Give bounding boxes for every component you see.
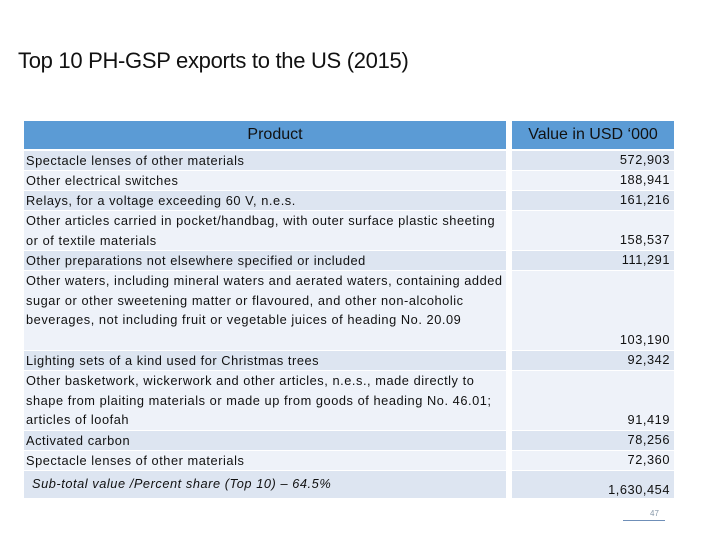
value-cell-10: 72,360 [512,451,674,471]
subtotal-label: Sub-total value /Percent share (Top 10) … [24,471,506,499]
value-cell-8: 91,419 [512,371,674,431]
product-cell-3: Relays, for a voltage exceeding 60 V, n.… [24,191,506,211]
value-text: 188,941 [619,172,670,188]
value-header: Value in USD ‘000 [512,121,674,151]
value-cell-9: 78,256 [512,431,674,451]
value-cell-6: 103,190 [512,271,674,351]
value-text: 103,190 [619,332,670,348]
value-text: 91,419 [627,412,670,428]
product-cell-5: Other preparations not elsewhere specifi… [24,251,506,271]
value-cell-1: 572,903 [512,151,674,171]
value-cell-2: 188,941 [512,171,674,191]
product-cell-2: Other electrical switches [24,171,506,191]
value-cell-5: 111,291 [512,251,674,271]
product-cell-10: Spectacle lenses of other materials [24,451,506,471]
product-cell-8: Other basketwork, wickerwork and other a… [24,371,506,431]
value-cell-7: 92,342 [512,351,674,371]
value-text: 161,216 [619,192,670,208]
value-text: 72,360 [627,452,670,468]
page-number: 47 [650,509,659,518]
value-text: 1,630,454 [608,482,670,497]
product-column: Product Spectacle lenses of other materi… [24,121,506,499]
value-text: 572,903 [619,152,670,168]
page-number-underline [623,520,665,521]
value-text: 158,537 [619,232,670,248]
slide-title: Top 10 PH-GSP exports to the US (2015) [18,48,409,73]
product-cell-7: Lighting sets of a kind used for Christm… [24,351,506,371]
product-header: Product [24,121,506,151]
value-cell-4: 158,537 [512,211,674,251]
product-cell-1: Spectacle lenses of other materials [24,151,506,171]
product-cell-9: Activated carbon [24,431,506,451]
subtotal-value: 1,630,454 [512,471,674,499]
product-cell-4: Other articles carried in pocket/handbag… [24,211,506,251]
value-cell-3: 161,216 [512,191,674,211]
value-text: 92,342 [627,352,670,368]
value-column: Value in USD ‘000 572,903 188,941 161,21… [512,121,674,499]
value-text: 78,256 [627,432,670,448]
value-text: 111,291 [621,252,670,268]
product-cell-6: Other waters, including mineral waters a… [24,271,506,351]
